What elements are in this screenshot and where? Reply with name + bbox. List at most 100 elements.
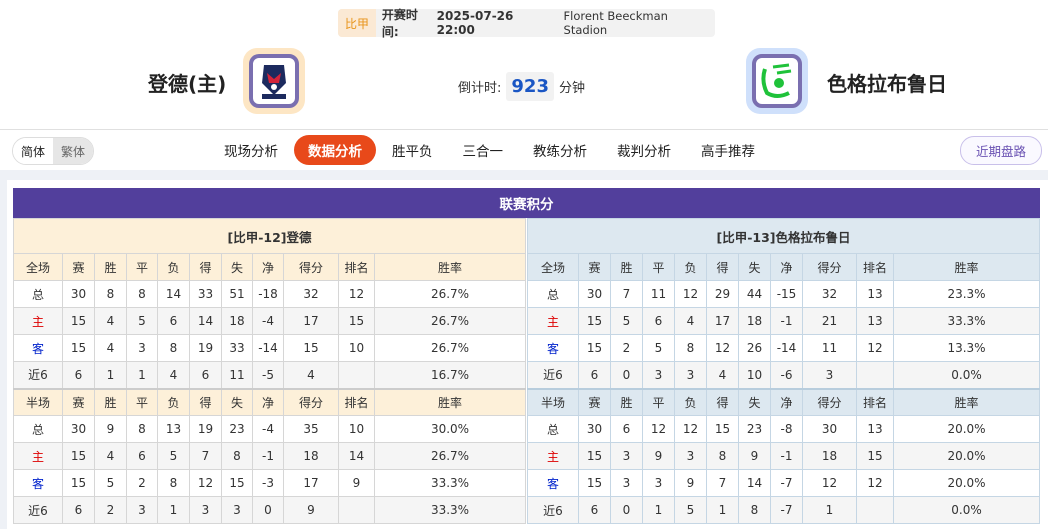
stat-cell: -8: [770, 415, 803, 443]
stat-cell: 8: [157, 469, 190, 497]
table-row: 主 15 4 5 6 14 18 -4 17 15 26.7%: [13, 307, 526, 335]
stat-cell: 3: [674, 361, 707, 389]
stat-cell: 23: [738, 415, 771, 443]
stat-cell: 3: [610, 469, 643, 497]
stat-cell: 32: [802, 280, 857, 308]
stat-cell: 15: [338, 307, 375, 335]
tab-4[interactable]: 教练分析: [533, 144, 587, 160]
stat-cell: -7: [770, 469, 803, 497]
countdown-label: 倒计时:: [458, 81, 502, 96]
stat-cell: 2: [94, 496, 127, 524]
stat-cell: -1: [252, 442, 284, 470]
stat-cell: 3: [674, 442, 707, 470]
column-header: 失: [221, 253, 253, 281]
section-label: 半场: [527, 387, 579, 416]
tab-0[interactable]: 现场分析: [224, 144, 278, 160]
column-header: 失: [738, 387, 771, 416]
half-header-row: 半场赛胜平负得失净得分 排名 胜率: [527, 387, 1040, 416]
stat-cell: [338, 361, 375, 389]
stat-cell: 2: [610, 334, 643, 362]
stat-cell: 14: [338, 442, 375, 470]
away-team-name[interactable]: 色格拉布鲁日: [827, 72, 947, 96]
stat-cell: 23: [221, 415, 253, 443]
column-header: 平: [642, 253, 675, 281]
column-header: 净: [770, 387, 803, 416]
tab-3[interactable]: 三合一: [462, 144, 504, 160]
home-crest-icon: [262, 65, 286, 99]
tab-5[interactable]: 裁判分析: [617, 144, 671, 160]
column-header: 平: [126, 387, 158, 416]
stat-cell: -4: [252, 307, 284, 335]
stat-cell: 30: [578, 415, 611, 443]
stat-cell: 4: [674, 307, 707, 335]
stat-cell: 5: [674, 496, 707, 524]
column-header: 失: [738, 253, 771, 281]
stat-cell: 15: [62, 442, 95, 470]
column-header: 净: [252, 387, 284, 416]
stat-cell: 6: [189, 361, 222, 389]
stat-cell: 15: [62, 334, 95, 362]
stat-cell: 9: [338, 469, 375, 497]
stat-cell: 18: [283, 442, 339, 470]
column-header: 排名: [856, 253, 894, 281]
lang-traditional[interactable]: 繁体: [53, 138, 93, 164]
tab-1[interactable]: 数据分析: [294, 135, 376, 165]
table-row: 近6 6 0 3 3 4 10 -6 3 0.0%: [527, 361, 1040, 389]
recent-trend-button[interactable]: 近期盘路: [960, 136, 1042, 165]
stat-cell: 4: [94, 442, 127, 470]
stat-cell: 16.7%: [374, 361, 526, 389]
match-info: 比甲 开赛时间: 2025-07-26 22:00 Florent Beeckm…: [338, 8, 715, 39]
stat-cell: 21: [802, 307, 857, 335]
stat-cell: 12: [802, 469, 857, 497]
stat-cell: 17: [706, 307, 739, 335]
stat-cell: 30.0%: [374, 415, 526, 443]
column-header: 胜: [94, 387, 127, 416]
language-toggle[interactable]: 简体 繁体: [12, 137, 94, 165]
countdown-unit: 分钟: [558, 81, 585, 96]
column-header: 胜: [610, 387, 643, 416]
stat-cell: 33.3%: [374, 496, 526, 524]
standings-title: 联赛积分: [13, 188, 1040, 218]
stat-cell: 30: [62, 280, 95, 308]
stat-cell: 7: [189, 442, 222, 470]
column-header: 净: [252, 253, 284, 281]
stat-cell: 26: [738, 334, 771, 362]
table-row: 主 15 5 6 4 17 18 -1 21 13 33.3%: [527, 307, 1040, 335]
stat-cell: 1: [126, 361, 158, 389]
stat-cell: -7: [770, 496, 803, 524]
stat-cell: 18: [738, 307, 771, 335]
stat-cell: 33: [221, 334, 253, 362]
lang-simplified[interactable]: 简体: [13, 138, 53, 164]
row-label: 总: [527, 415, 579, 443]
tab-6[interactable]: 高手推荐: [701, 144, 755, 160]
stat-cell: 5: [642, 334, 675, 362]
stat-cell: 9: [674, 469, 707, 497]
stat-cell: 15: [706, 415, 739, 443]
stat-cell: 5: [126, 307, 158, 335]
home-team-logo[interactable]: [243, 48, 305, 114]
stat-cell: [856, 496, 894, 524]
stat-cell: 12: [642, 415, 675, 443]
stat-cell: 8: [738, 496, 771, 524]
stat-cell: 13: [856, 280, 894, 308]
stadium: Florent Beeckman Stadion: [563, 9, 668, 37]
home-standings-table: [比甲-12]登德 全场赛胜平负得失净得分 排名 胜率总 30 8 8 14 33 51 -18 32…: [13, 218, 526, 524]
tab-2[interactable]: 胜平负: [392, 144, 433, 160]
countdown: 倒计时: 923 分钟: [458, 72, 585, 101]
stat-cell: 51: [221, 280, 253, 308]
league-badge[interactable]: 比甲: [338, 9, 376, 37]
stat-cell: 5: [157, 442, 190, 470]
stat-cell: 15: [856, 442, 894, 470]
stat-cell: 8: [221, 442, 253, 470]
stat-cell: 4: [283, 361, 339, 389]
column-header: 得: [189, 387, 222, 416]
away-team-logo[interactable]: [746, 48, 808, 114]
team-standing-title: [比甲-12]登德: [13, 218, 526, 254]
stat-cell: -18: [252, 280, 284, 308]
home-team-name[interactable]: 登德(主): [148, 72, 227, 96]
half-header-row: 半场赛胜平负得失净得分 排名 胜率: [13, 387, 526, 416]
row-label: 主: [527, 307, 579, 335]
stat-cell: 18: [221, 307, 253, 335]
stat-cell: [856, 361, 894, 389]
stat-cell: -1: [770, 442, 803, 470]
